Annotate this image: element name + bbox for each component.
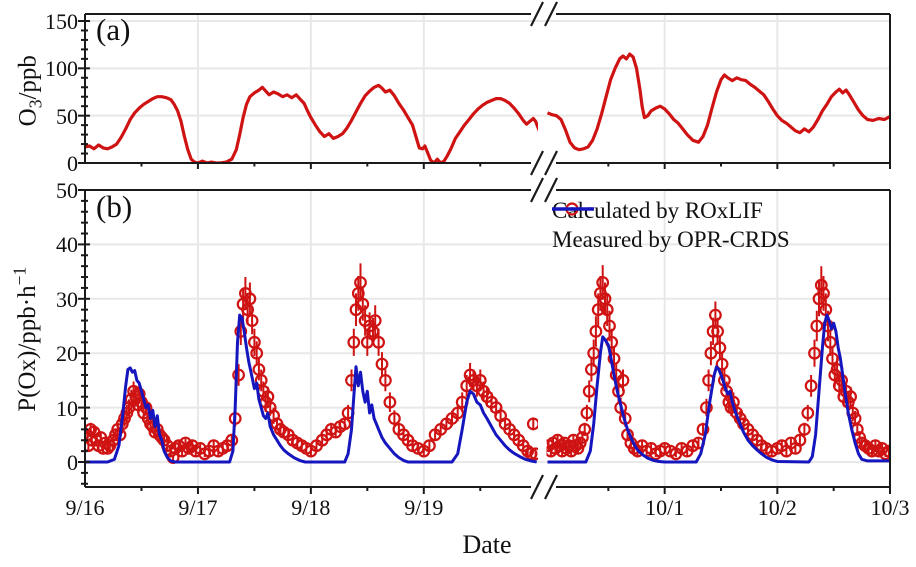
panel-b-y-tick-label: 20 <box>56 341 78 367</box>
panel-b-y-axis-title: P(Ox)/ppb·h−1 <box>9 266 42 412</box>
panel-a-y-tick-label: 50 <box>56 103 78 129</box>
axis-break-marks <box>530 1 558 500</box>
panel-a-label: (a) <box>96 12 131 47</box>
panel-b-y-tick-label: 10 <box>56 395 78 421</box>
calculated-scatter <box>85 276 538 465</box>
panel-a-y-tick-label: 150 <box>45 8 78 34</box>
x-tick-label: 10/3 <box>870 495 910 520</box>
panel-b-y-tick-label: 30 <box>56 286 78 312</box>
legend-label-calculated: Calculated by ROxLIF <box>552 198 763 224</box>
x-axis-title: Date <box>462 530 512 559</box>
legend-item-calculated: Calculated by ROxLIF <box>550 197 790 226</box>
x-tick-label: 9/18 <box>291 495 331 520</box>
panel-a-y-tick-label: 100 <box>45 56 78 82</box>
panel-b-y-tick-label: 0 <box>67 450 78 475</box>
legend: Calculated by ROxLIF Measured by OPR-CRD… <box>550 197 790 255</box>
measured-line <box>85 313 890 464</box>
legend-label-measured: Measured by OPR-CRDS <box>552 227 790 253</box>
legend-item-measured: Measured by OPR-CRDS <box>550 207 790 255</box>
panel-b-y-tick-label: 50 <box>56 178 78 203</box>
panel-b-y-tick-label: 40 <box>56 232 78 258</box>
x-tick-label: 9/16 <box>65 495 105 520</box>
panel-b-label: (b) <box>96 189 133 224</box>
o3-line <box>85 52 890 163</box>
gridlines <box>85 14 890 487</box>
x-tick-label: 10/2 <box>757 495 797 520</box>
x-tick-label: 9/19 <box>404 495 444 520</box>
panel-a-y-tick-label: 0 <box>67 151 78 176</box>
line-marker-icon <box>552 207 594 211</box>
axis-ticks <box>78 19 892 494</box>
axis-frames <box>84 13 891 488</box>
x-tick-label: 10/1 <box>645 495 685 520</box>
x-tick-label: 9/17 <box>178 495 218 520</box>
